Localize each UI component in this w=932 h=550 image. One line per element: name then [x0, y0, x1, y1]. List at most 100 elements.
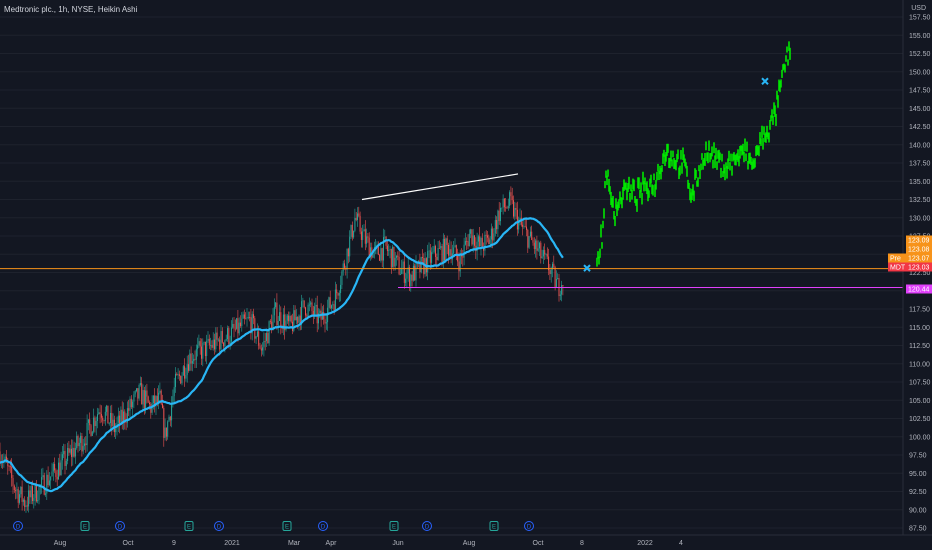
- candle-body: [492, 228, 494, 241]
- candle-body: [344, 263, 345, 268]
- candle-body: [69, 448, 71, 453]
- candle-body: [199, 341, 201, 347]
- candle-body: [558, 277, 560, 297]
- price-axis[interactable]: 157.50 155.00 152.50 150.00 147.50 145.00 142.…: [902, 0, 932, 550]
- price-tag-label: Pre: [890, 256, 901, 263]
- earnings-marker: [282, 521, 292, 531]
- candle-body: [363, 229, 365, 232]
- candle-body: [188, 364, 189, 371]
- candle-body: [147, 396, 149, 403]
- time-axis[interactable]: Aug Oct 9 2021 Mar Apr Jun Aug Oct 8 2022 4: [0, 534, 932, 547]
- price-tick-label: 122.50: [909, 270, 931, 277]
- candle-body: [115, 428, 117, 433]
- candle-body: [299, 315, 301, 324]
- candle-body: [236, 318, 238, 329]
- candle-body: [420, 257, 422, 273]
- candle-body: [111, 412, 113, 427]
- candle-body: [485, 234, 487, 236]
- candle-body: [470, 229, 472, 234]
- candle-body: [281, 327, 283, 330]
- candle-body: [337, 293, 339, 296]
- candle-body: [318, 313, 319, 324]
- candle-body: [77, 436, 79, 447]
- candle-body: [47, 474, 49, 486]
- candle-body: [58, 462, 59, 480]
- candle-body: [29, 490, 31, 498]
- candle-body: [82, 445, 84, 452]
- candle-body: [221, 331, 223, 343]
- candle-body: [214, 339, 215, 350]
- price-tick-label: 102.50: [909, 416, 931, 423]
- candle-body: [388, 250, 390, 252]
- candle-body: [463, 244, 465, 258]
- candle-body: [537, 248, 539, 251]
- candle-body: [264, 340, 266, 342]
- candle-body: [156, 396, 158, 403]
- candle-body: [72, 447, 74, 457]
- candle-body: [527, 229, 529, 248]
- candle-body: [273, 307, 275, 316]
- candle-body: [285, 320, 287, 331]
- candle-body: [238, 322, 240, 334]
- candle-body: [562, 285, 564, 287]
- candle-body: [269, 321, 271, 323]
- candle-body: [471, 229, 473, 245]
- price-tick-label: 97.50: [909, 453, 927, 460]
- candle-body: [159, 390, 161, 393]
- dividend-marker: [318, 521, 328, 531]
- candle-body: [243, 314, 245, 319]
- candle-body: [233, 324, 235, 329]
- candle-body: [314, 306, 316, 316]
- candle-body: [108, 423, 110, 424]
- horizontal-lines: [0, 173, 903, 289]
- candle-body: [180, 376, 182, 384]
- candle-body: [539, 242, 540, 249]
- candle-body: [386, 245, 388, 252]
- candle-body: [516, 209, 518, 230]
- candle-body: [375, 245, 377, 248]
- candle-body: [275, 302, 277, 308]
- candle-body: [182, 366, 184, 376]
- candle-body: [38, 485, 40, 500]
- price-tick-label: 142.50: [909, 124, 931, 131]
- candle-body: [372, 250, 374, 258]
- candle-body: [193, 358, 195, 362]
- candle-body: [406, 273, 408, 279]
- candle-body: [550, 269, 552, 275]
- price-tag-box: [906, 262, 932, 272]
- candle-body: [203, 341, 205, 343]
- candle-body: [428, 250, 430, 252]
- price-tick-label: 115.00: [909, 325, 930, 332]
- candle-body: [480, 237, 482, 247]
- price-tag-box: [906, 244, 932, 254]
- candle-body: [20, 486, 22, 495]
- candle-body: [52, 463, 54, 472]
- candle-body: [449, 249, 451, 256]
- candle-body: [184, 366, 186, 379]
- candle-body: [455, 245, 457, 256]
- candle-body: [468, 233, 470, 247]
- earnings-marker-label: E: [392, 525, 396, 531]
- candle-body: [360, 231, 362, 240]
- candle-body: [228, 328, 230, 345]
- candle-body: [173, 387, 175, 397]
- candle-body: [432, 251, 434, 253]
- candle-body: [35, 483, 37, 502]
- candle-body: [431, 252, 433, 263]
- candle-body: [286, 315, 288, 321]
- projection-path: [596, 41, 791, 267]
- candle-body: [195, 349, 197, 360]
- candle-body: [7, 462, 9, 467]
- dividend-marker-label: D: [425, 525, 430, 531]
- candle-body: [230, 327, 232, 342]
- candle-body: [189, 353, 191, 371]
- candle-body: [484, 234, 486, 251]
- candle-body: [503, 198, 505, 208]
- candle-body: [212, 339, 214, 348]
- candle-body: [293, 310, 295, 331]
- candle-body: [464, 241, 466, 245]
- candle-body: [415, 262, 417, 281]
- dividend-marker-label: D: [217, 525, 222, 531]
- candle-body: [126, 408, 128, 423]
